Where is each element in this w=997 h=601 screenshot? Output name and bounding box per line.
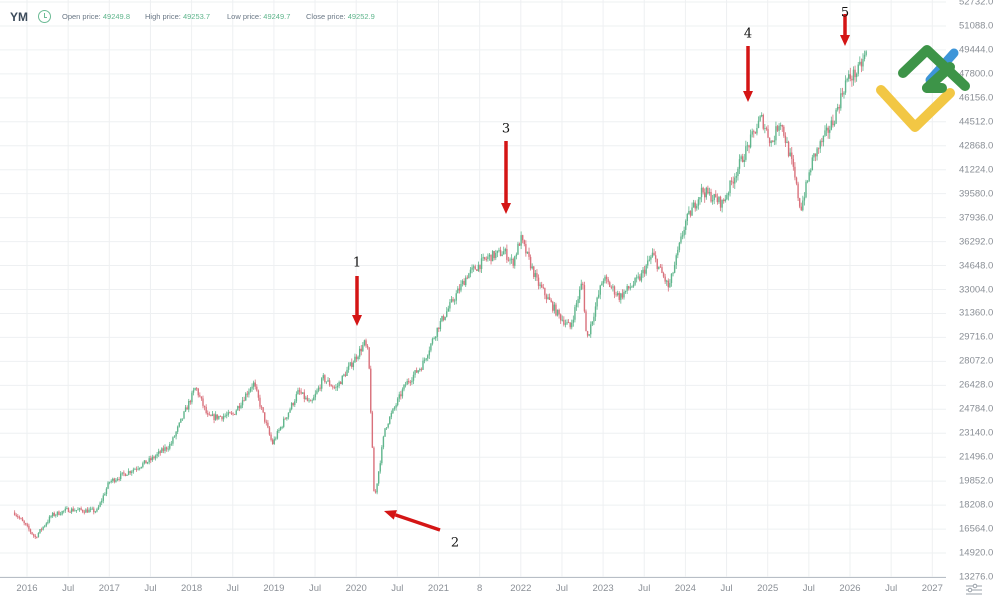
- y-tick-label: 33004.0: [959, 284, 994, 295]
- high-price: High price: 49253.7: [145, 12, 211, 21]
- y-tick-label: 44512.0: [959, 116, 994, 128]
- chart-settings-icon[interactable]: [964, 583, 984, 595]
- x-tick-label: 2016: [16, 583, 38, 594]
- clock-icon[interactable]: [38, 10, 51, 23]
- y-tick-label: 13276.0: [959, 571, 994, 583]
- x-tick-label: 2025: [757, 583, 779, 594]
- symbol-label: YM: [10, 10, 28, 24]
- x-tick-label: Jul: [638, 583, 651, 594]
- x-tick-label: 8: [476, 583, 483, 594]
- x-tick-label: Jul: [555, 583, 569, 594]
- annotation-label: 3: [501, 121, 511, 137]
- x-tick-label: Jul: [226, 583, 239, 594]
- candles: [13, 50, 867, 540]
- x-tick-label: 2017: [98, 583, 120, 594]
- x-tick-label: 2021: [427, 583, 450, 594]
- y-tick-label: 46156.0: [959, 92, 994, 104]
- y-tick-label: 42868.0: [959, 140, 994, 152]
- y-tick-label: 18208.0: [959, 499, 994, 511]
- candlestick-chart[interactable]: [0, 0, 946, 578]
- x-tick-label: 2026: [839, 583, 861, 594]
- y-tick-label: 16564.0: [959, 523, 994, 535]
- y-tick-label: 19852.0: [959, 475, 994, 487]
- y-tick-label: 47800.0: [959, 68, 994, 80]
- close-price: Close price: 49252.9: [306, 12, 375, 21]
- annotation-label: 4: [743, 26, 753, 42]
- y-tick-label: 49444.0: [959, 44, 994, 56]
- x-tick-label: 2018: [181, 583, 203, 594]
- x-tick-label: 2022: [510, 583, 532, 594]
- y-tick-label: 14920.0: [959, 547, 994, 559]
- y-tick-label: 28072.0: [959, 355, 994, 367]
- y-tick-label: 24784.0: [959, 403, 994, 415]
- x-tick-label: Jul: [802, 583, 815, 594]
- x-tick-label: Jul: [720, 583, 733, 594]
- arrow-icon: [394, 513, 441, 532]
- annotation-label: 1: [352, 255, 362, 271]
- annotation-label: 2: [450, 535, 460, 551]
- x-tick-label: Jul: [885, 583, 898, 594]
- x-tick-label: 2027: [921, 583, 943, 594]
- x-tick-label: Jul: [308, 583, 322, 594]
- annotation-label: 5: [840, 5, 850, 21]
- y-tick-label: 29716.0: [959, 331, 994, 343]
- y-tick-label: 23140.0: [959, 427, 994, 439]
- y-tick-label: 36292.0: [959, 236, 994, 248]
- x-tick-label: Jul: [144, 583, 157, 594]
- open-price: Open price: 49249.8: [62, 12, 130, 21]
- y-tick-label: 31360.0: [959, 307, 994, 319]
- y-tick-label: 34648.0: [959, 260, 994, 272]
- y-tick-label: 21496.0: [959, 451, 994, 463]
- y-tick-label: 51088.0: [959, 20, 994, 32]
- y-tick-label: 41224.0: [959, 164, 994, 176]
- y-tick-label: 37936.0: [959, 212, 994, 224]
- x-tick-label: 2020: [345, 583, 367, 594]
- brand-logo: [876, 45, 970, 132]
- y-tick-label: 26428.0: [959, 379, 994, 391]
- x-tick-label: Jul: [62, 583, 75, 594]
- low-price: Low price: 49249.7: [227, 12, 291, 21]
- y-tick-label: 52732.0: [959, 0, 994, 8]
- x-tick-label: Jul: [391, 583, 404, 594]
- y-tick-label: 39580.0: [959, 188, 994, 200]
- x-tick-label: 2023: [592, 583, 614, 594]
- x-tick-label: 2024: [674, 583, 696, 594]
- x-tick-label: 2019: [263, 583, 285, 594]
